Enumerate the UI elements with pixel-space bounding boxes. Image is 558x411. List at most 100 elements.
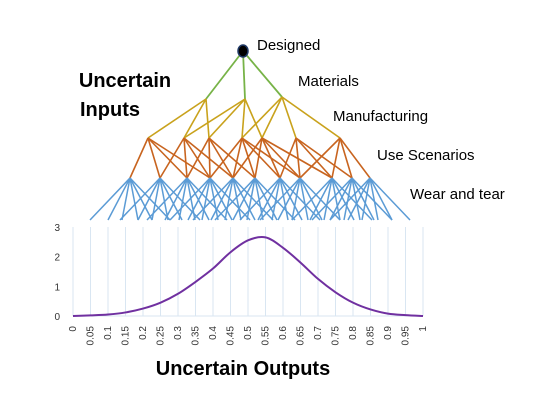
tree-branch-manufacturing (244, 98, 263, 139)
tree-branch-manufacturing (241, 98, 246, 139)
output-distribution-chart: 0 1 2 3 0 0.05 0.1 0.15 0.2 0.25 0.3 0.35 0.4 0.45 0.… (54, 223, 429, 345)
root-node (237, 44, 249, 58)
x-tick-label: 0.1 (103, 326, 114, 340)
tree-branch-wear-and-tear (107, 177, 131, 221)
x-tick-label: 0.05 (86, 326, 97, 346)
x-tick-label: 0.45 (226, 326, 237, 346)
tree-branch-materials (205, 50, 244, 100)
inputs-title-line2: Inputs (80, 99, 140, 121)
tree-branch-wear-and-tear (351, 177, 393, 221)
x-tick-label: 1 (418, 326, 429, 332)
tree-branch-use-scenarios (232, 137, 263, 179)
level-label-wear-and-tear: Wear and tear (410, 186, 505, 203)
tree-branch-materials (242, 50, 246, 100)
tree-branch-manufacturing (281, 96, 297, 139)
x-tick-label: 0.85 (366, 326, 377, 346)
level-label-materials: Materials (298, 73, 359, 90)
x-tick-label: 0 (68, 326, 79, 332)
tree-branch-wear-and-tear (331, 177, 341, 221)
tree-branch-manufacturing (208, 98, 246, 139)
x-tick-label: 0.15 (121, 326, 132, 346)
tree-branch-use-scenarios (147, 137, 188, 179)
y-tick-label: 2 (54, 253, 60, 264)
tree-branch-wear-and-tear (186, 177, 228, 221)
tree-branch-manufacturing (183, 98, 207, 139)
x-tick-label: 0.8 (348, 326, 359, 340)
x-tick-label: 0.35 (191, 326, 202, 346)
tree-branch-wear-and-tear (271, 177, 281, 221)
tree-branch-wear-and-tear (89, 177, 131, 221)
tree-branch-wear-and-tear (159, 177, 183, 221)
tree-branch-use-scenarios (183, 137, 188, 179)
x-tick-label: 0.4 (208, 326, 219, 340)
tree-branch-use-scenarios (147, 137, 211, 179)
tree-branch-use-scenarios (339, 137, 353, 179)
tree-branch-wear-and-tear (309, 177, 333, 221)
tree-branch-manufacturing (241, 96, 283, 139)
tree-branch-use-scenarios (208, 137, 256, 179)
tree-branch-use-scenarios (295, 137, 353, 179)
tree-branch-use-scenarios (186, 137, 210, 179)
tree-branch-use-scenarios (279, 137, 297, 179)
tree-branch-wear-and-tear (201, 177, 211, 221)
tree-branch-wear-and-tear (369, 177, 411, 221)
tree-branch-wear-and-tear (331, 177, 355, 221)
tree-branch-use-scenarios (261, 137, 281, 179)
tree-branch-wear-and-tear (146, 177, 188, 221)
tree-branch-wear-and-tear (164, 177, 188, 221)
tree-branch-use-scenarios (339, 137, 371, 179)
tree-branch-wear-and-tear (254, 177, 296, 221)
tree-branch-manufacturing (205, 98, 210, 139)
tree-branch-wear-and-tear (178, 177, 188, 221)
level-label-designed: Designed (257, 37, 320, 54)
distribution-curve (72, 235, 424, 317)
tree-branch-use-scenarios (295, 137, 301, 179)
tree-branch-wear-and-tear (232, 177, 242, 221)
x-tick-label: 0.7 (313, 326, 324, 340)
tree-branch-wear-and-tear (246, 177, 256, 221)
tree-branch-wear-and-tear (209, 177, 233, 221)
tree-branch-wear-and-tear (329, 177, 353, 221)
tree-branch-wear-and-tear (347, 177, 371, 221)
x-tick-label: 0.95 (401, 326, 412, 346)
tree-branch-use-scenarios (209, 137, 243, 179)
tree-branch-use-scenarios (331, 137, 341, 179)
tree-branch-wear-and-tear (214, 177, 256, 221)
tree-branch-use-scenarios (241, 137, 281, 179)
tree-branch-wear-and-tear (192, 177, 234, 221)
tree-branch-wear-and-tear (323, 177, 333, 221)
x-tick-label: 0.9 (383, 326, 394, 340)
tree-branch-wear-and-tear (129, 177, 139, 221)
tree-branch-use-scenarios (295, 137, 333, 179)
level-label-manufacturing: Manufacturing (333, 108, 428, 125)
tree-branch-use-scenarios (208, 137, 211, 179)
tree-branch-wear-and-tear (119, 177, 161, 221)
tree-branch-wear-and-tear (209, 177, 251, 221)
tree-branch-wear-and-tear (121, 177, 131, 221)
tree-branch-use-scenarios (183, 137, 234, 179)
tree-branch-wear-and-tear (159, 177, 169, 221)
tree-branch-wear-and-tear (137, 177, 161, 221)
tree-branch-wear-and-tear (169, 177, 211, 221)
tree-branch-wear-and-tear (291, 177, 333, 221)
tree-branch-wear-and-tear (232, 177, 256, 221)
tree-branch-wear-and-tear (187, 177, 211, 221)
tree-branch-wear-and-tear (361, 177, 371, 221)
tree-branch-manufacturing (183, 98, 246, 139)
distribution-line (72, 235, 424, 317)
tree-branch-use-scenarios (299, 137, 341, 179)
tree-branch-wear-and-tear (369, 177, 393, 221)
tree-branch-wear-and-tear (299, 177, 309, 221)
chart-gridlines (72, 227, 424, 317)
tree-branch-use-scenarios (129, 137, 149, 179)
tree-branch-use-scenarios (261, 137, 301, 179)
tree-branch-wear-and-tear (311, 177, 353, 221)
tree-branch-wear-and-tear (259, 177, 301, 221)
tree-branch-wear-and-tear (257, 177, 281, 221)
x-tick-label: 0.65 (296, 326, 307, 346)
tree-branch-wear-and-tear (279, 177, 289, 221)
x-tick-label: 0.2 (138, 326, 149, 340)
tree-branch-use-scenarios (147, 137, 161, 179)
tree-branch-wear-and-tear (331, 177, 373, 221)
